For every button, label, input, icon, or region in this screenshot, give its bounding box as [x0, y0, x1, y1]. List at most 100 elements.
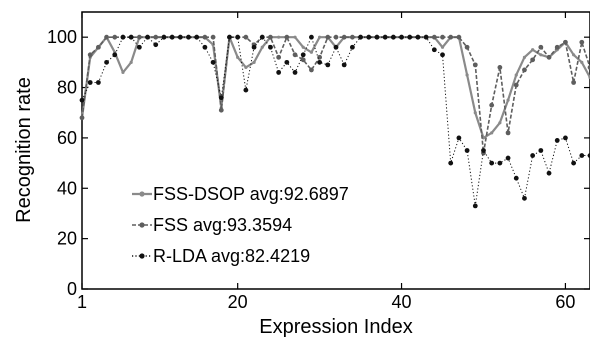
- series-layer: [79, 34, 590, 209]
- data-point: [456, 135, 462, 141]
- data-point: [505, 130, 511, 136]
- data-point: [121, 70, 125, 75]
- data-point: [104, 59, 109, 65]
- data-point: [251, 44, 257, 50]
- data-point: [464, 44, 470, 50]
- data-point: [235, 34, 241, 40]
- data-point: [243, 87, 249, 93]
- data-point: [349, 44, 355, 50]
- y-axis-title: Recognition rate: [13, 77, 35, 223]
- y-tick-label: 60: [57, 128, 77, 148]
- legend-marker: [139, 222, 145, 228]
- data-point: [112, 52, 118, 58]
- data-point: [309, 34, 314, 40]
- data-point: [554, 138, 560, 143]
- data-point: [587, 153, 590, 158]
- data-point: [407, 34, 413, 40]
- legend-marker: [139, 253, 145, 259]
- data-point: [530, 153, 536, 158]
- data-point: [472, 62, 478, 68]
- legend: FSS-DSOP avg:92.6897 FSS avg:93.3594 R-LDA…: [132, 184, 349, 266]
- series-1: [80, 35, 590, 140]
- data-point: [186, 34, 191, 40]
- data-point: [563, 135, 568, 141]
- data-point: [325, 34, 331, 40]
- data-point: [563, 39, 568, 45]
- data-point: [276, 70, 282, 75]
- data-point: [399, 34, 404, 40]
- data-point: [333, 44, 339, 50]
- data-point: [129, 60, 133, 64]
- series-line: [80, 36, 590, 140]
- data-point: [440, 45, 445, 49]
- data-point: [448, 34, 454, 40]
- data-point: [277, 35, 281, 39]
- data-point: [210, 34, 216, 40]
- x-axis-title: Expression Index: [259, 316, 412, 338]
- data-point: [292, 52, 298, 58]
- x-tick-label: 40: [392, 292, 412, 312]
- data-point: [79, 115, 85, 121]
- data-point: [539, 53, 543, 57]
- data-point: [514, 73, 518, 77]
- plot-area-frame: [81, 11, 590, 290]
- data-point: [481, 148, 486, 153]
- data-point: [87, 80, 93, 85]
- data-point: [472, 203, 478, 209]
- legend-label: R-LDA avg:82.4219: [153, 246, 310, 266]
- data-point: [498, 121, 502, 125]
- data-point: [341, 62, 347, 68]
- data-point: [473, 111, 477, 115]
- series-line: [81, 36, 590, 207]
- data-point: [440, 52, 445, 58]
- data-point: [489, 102, 495, 108]
- data-point: [300, 52, 306, 58]
- data-point: [538, 148, 544, 153]
- data-point: [497, 65, 503, 70]
- data-point: [587, 65, 590, 70]
- data-point: [309, 50, 314, 54]
- data-point: [554, 44, 560, 50]
- data-point: [497, 160, 503, 166]
- data-point: [293, 35, 297, 39]
- data-point: [95, 44, 101, 50]
- data-point: [522, 55, 527, 59]
- data-point: [218, 107, 224, 113]
- data-point: [465, 73, 469, 77]
- data-point: [374, 34, 380, 40]
- data-point: [546, 54, 552, 60]
- data-point: [284, 59, 290, 65]
- data-point: [506, 98, 510, 102]
- series-2: [79, 34, 590, 156]
- data-point: [522, 67, 527, 73]
- data-point: [161, 34, 167, 40]
- y-tick-label: 100: [47, 27, 77, 47]
- data-point: [202, 44, 208, 50]
- data-point: [194, 34, 200, 40]
- x-tick-label: 20: [228, 292, 248, 312]
- data-point: [301, 45, 305, 49]
- x-tick-label: 1: [77, 292, 87, 312]
- data-point: [522, 195, 527, 201]
- data-point: [431, 34, 437, 40]
- data-point: [341, 34, 347, 40]
- data-point: [440, 34, 445, 40]
- data-point: [136, 34, 142, 40]
- data-point: [318, 35, 322, 39]
- data-point: [382, 34, 388, 40]
- data-point: [415, 34, 421, 40]
- series-3: [79, 34, 590, 209]
- data-point: [236, 55, 240, 59]
- data-point: [177, 34, 183, 40]
- data-point: [210, 59, 216, 65]
- y-tick-label: 0: [67, 279, 77, 299]
- data-point: [571, 160, 577, 166]
- data-point: [252, 60, 256, 64]
- y-tick-label: 40: [57, 178, 77, 198]
- data-point: [317, 59, 323, 65]
- data-point: [572, 53, 576, 57]
- legend-label: FSS avg:93.3594: [153, 215, 292, 235]
- data-point: [579, 39, 585, 45]
- data-point: [580, 60, 584, 64]
